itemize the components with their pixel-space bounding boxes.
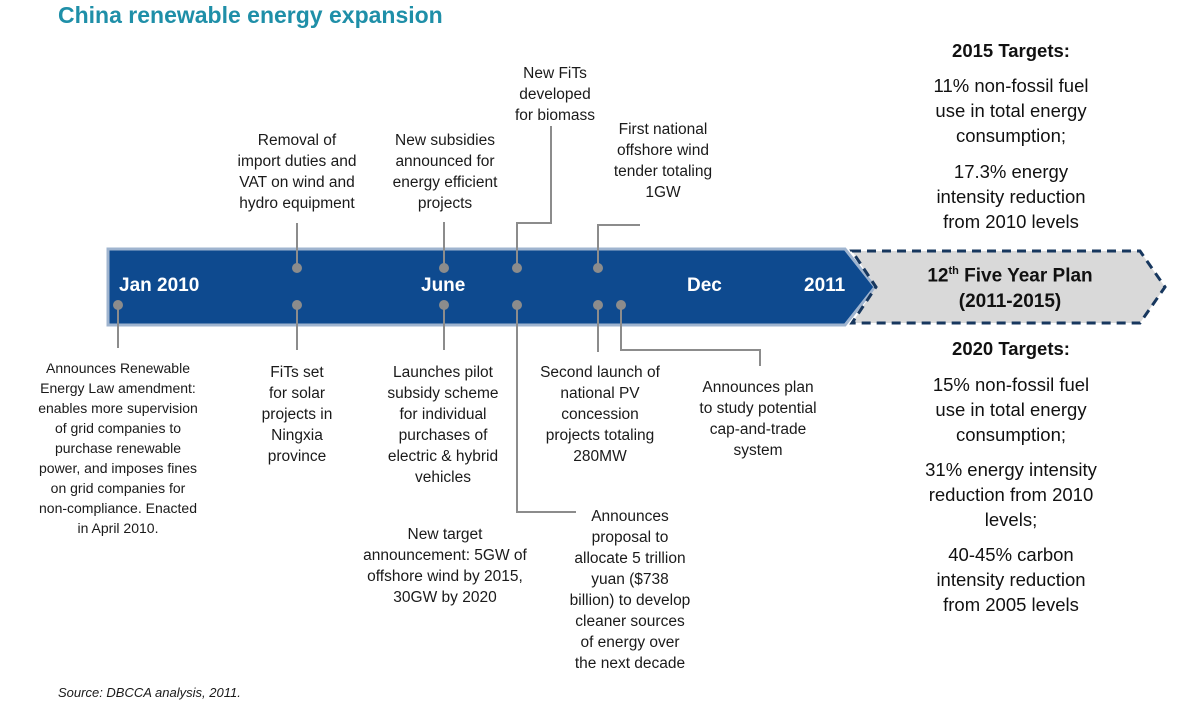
timeline-label-jan-2010: Jan 2010 (119, 275, 200, 296)
five-year-plan-label: 12th Five Year Plan (2011-2015) (927, 265, 1093, 313)
timeline-label-dec: Dec (687, 275, 722, 296)
event-pv-concession: Second launch of national PV concession … (540, 364, 660, 465)
targets-2020-item: 31% energy intensity reduction from 2010… (925, 459, 1097, 530)
targets-2015-item: 11% non-fossil fuel use in total energy … (933, 75, 1089, 146)
event-5-trillion-proposal: Announces proposal to allocate 5 trillio… (569, 508, 691, 672)
event-offshore-tender: First national offshore wind tender tota… (613, 121, 713, 201)
five-year-plan-arrow (849, 249, 1167, 325)
timeline-arrow (106, 247, 877, 327)
event-ev-subsidy: Launches pilot subsidy scheme for indivi… (387, 364, 499, 486)
timeline-label-june: June (421, 275, 466, 296)
event-renewable-energy-law: Announces Renewable Energy Law amendment… (38, 360, 198, 536)
timeline-dots (113, 263, 626, 310)
targets-2020-item: 40-45% carbon intensity reduction from 2… (936, 544, 1086, 615)
connector-lines (117, 126, 761, 513)
targets-2015-item: 17.3% energy intensity reduction from 20… (936, 161, 1086, 232)
event-offshore-target: New target announcement: 5GW of offshore… (363, 526, 527, 606)
targets-2015-heading: 2015 Targets: (952, 40, 1070, 61)
source-note: Source: DBCCA analysis, 2011. (58, 685, 241, 700)
event-import-duties: Removal of import duties and VAT on wind… (237, 132, 357, 212)
event-cap-and-trade: Announces plan to study potential cap-an… (699, 379, 817, 459)
timeline-label-2011: 2011 (804, 275, 846, 296)
page-title: China renewable energy expansion (58, 2, 443, 28)
event-biomass-fits: New FiTs developed for biomass (514, 65, 596, 124)
targets-2020-heading: 2020 Targets: (952, 338, 1070, 359)
targets-2020-item: 15% non-fossil fuel use in total energy … (932, 374, 1090, 445)
event-new-subsidies: New subsidies announced for energy effic… (392, 132, 498, 212)
event-ningxia-solar-fits: FiTs set for solar projects in Ningxia p… (261, 364, 333, 465)
